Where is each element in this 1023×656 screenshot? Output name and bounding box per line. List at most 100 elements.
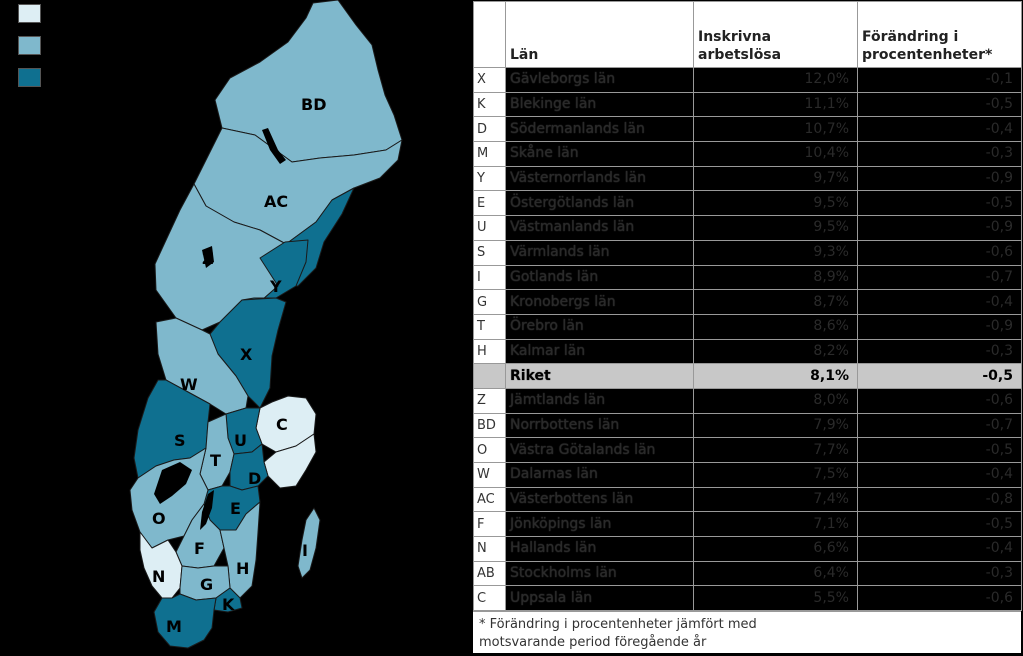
- label-y: Y: [269, 277, 282, 296]
- cell-code: BD: [473, 412, 506, 439]
- cell-name: Kronobergs län: [505, 289, 694, 315]
- label-w: W: [180, 375, 198, 394]
- cell-code: T: [473, 313, 506, 340]
- cell-change: -0,5: [857, 91, 1022, 118]
- cell-name: Dalarnas län: [505, 462, 694, 488]
- table-row: O Västra Götalands län 7,7% -0,5: [473, 437, 1022, 463]
- cell-code: X: [473, 67, 506, 93]
- table-row: I Gotlands län 8,9% -0,7: [473, 264, 1022, 291]
- cell-name: Västra Götalands län: [505, 437, 694, 463]
- cell-value: 8,7%: [693, 289, 858, 315]
- cell-code: H: [473, 338, 506, 365]
- table-row: E Östergötlands län 9,5% -0,5: [473, 190, 1022, 217]
- region-m: [153, 593, 217, 649]
- cell-value: 8,2%: [693, 338, 858, 365]
- cell-code: AB: [473, 560, 506, 587]
- table-row: Z Jämtlands län 8,0% -0,6: [473, 387, 1022, 414]
- cell-name: Jönköpings län: [505, 511, 694, 538]
- cell-value: 7,4%: [693, 486, 858, 513]
- cell-name: Riket: [505, 363, 694, 389]
- table-row: H Kalmar län 8,2% -0,3: [473, 338, 1022, 365]
- cell-change: -0,6: [857, 239, 1022, 266]
- cell-name: Södermanlands län: [505, 116, 694, 143]
- legend-swatch-mid: [18, 36, 41, 55]
- table-row: F Jönköpings län 7,1% -0,5: [473, 511, 1022, 538]
- region-h: [219, 501, 261, 599]
- label-d: D: [248, 469, 261, 488]
- cell-code: G: [473, 289, 506, 315]
- cell-code: S: [473, 239, 506, 266]
- label-t: T: [210, 451, 221, 470]
- cell-change: -0,5: [857, 190, 1022, 217]
- header-inskrivna: Inskrivna arbetslösa: [693, 1, 858, 68]
- legend-swatch-light: [18, 4, 41, 23]
- label-s: S: [174, 431, 186, 450]
- sweden-county-map: BD AC Z Y X W C S U T D O E F I N G H K …: [110, 0, 470, 655]
- cell-change: -0,1: [857, 67, 1022, 93]
- cell-value: 9,3%: [693, 239, 858, 266]
- cell-change: -0,9: [857, 215, 1022, 241]
- cell-change: -0,5: [857, 511, 1022, 538]
- legend-swatch-dark: [18, 68, 41, 87]
- table-row: G Kronobergs län 8,7% -0,4: [473, 289, 1022, 315]
- label-k: K: [222, 595, 235, 614]
- cell-value: 9,7%: [693, 165, 858, 192]
- cell-value: 7,9%: [693, 412, 858, 439]
- cell-change: -0,9: [857, 165, 1022, 192]
- table-row: C Uppsala län 5,5% -0,6: [473, 585, 1022, 612]
- cell-change: -0,4: [857, 116, 1022, 143]
- cell-code: U: [473, 215, 506, 241]
- table-row: AB Stockholms län 6,4% -0,3: [473, 560, 1022, 587]
- cell-name: Uppsala län: [505, 585, 694, 612]
- cell-name: Östergötlands län: [505, 190, 694, 217]
- cell-change: -0,8: [857, 486, 1022, 513]
- table-row: N Hallands län 6,6% -0,4: [473, 536, 1022, 562]
- cell-code: AC: [473, 486, 506, 513]
- table-row: T Örebro län 8,6% -0,9: [473, 313, 1022, 340]
- label-x: X: [240, 345, 253, 364]
- label-c: C: [276, 415, 288, 434]
- table-row: Y Västernorrlands län 9,7% -0,9: [473, 165, 1022, 192]
- label-ac: AC: [264, 192, 288, 211]
- cell-change: -0,6: [857, 387, 1022, 414]
- header-code: [473, 1, 506, 68]
- table-row: W Dalarnas län 7,5% -0,4: [473, 462, 1022, 488]
- cell-change: -0,3: [857, 141, 1022, 167]
- cell-value: 8,6%: [693, 313, 858, 340]
- cell-name: Västernorrlands län: [505, 165, 694, 192]
- label-i: I: [302, 541, 308, 560]
- cell-code: Z: [473, 387, 506, 414]
- cell-change: -0,4: [857, 289, 1022, 315]
- cell-change: -0,4: [857, 536, 1022, 562]
- cell-code: Y: [473, 165, 506, 192]
- label-u: U: [234, 431, 247, 450]
- cell-code: F: [473, 511, 506, 538]
- cell-code: W: [473, 462, 506, 488]
- label-m: M: [166, 617, 182, 636]
- lake-north: [262, 128, 286, 164]
- cell-value: 11,1%: [693, 91, 858, 118]
- table-row: K Blekinge län 11,1% -0,5: [473, 91, 1022, 118]
- table-header-row: Län Inskrivna arbetslösa Förändring i proc…: [473, 1, 1022, 68]
- cell-name: Stockholms län: [505, 560, 694, 587]
- cell-value: 8,9%: [693, 264, 858, 291]
- cell-change: -0,5: [857, 437, 1022, 463]
- cell-value: 6,4%: [693, 560, 858, 587]
- table-row: AC Västerbottens län 7,4% -0,8: [473, 486, 1022, 513]
- cell-value: 7,1%: [693, 511, 858, 538]
- cell-name: Gotlands län: [505, 264, 694, 291]
- cell-value: 9,5%: [693, 215, 858, 241]
- cell-value: 7,5%: [693, 462, 858, 488]
- table-footnote: * Förändring i procentenheter jämfört me…: [473, 611, 1021, 656]
- cell-value: 6,6%: [693, 536, 858, 562]
- cell-code: I: [473, 264, 506, 291]
- cell-code: D: [473, 116, 506, 143]
- map-legend: [18, 4, 41, 100]
- cell-value: 12,0%: [693, 67, 858, 93]
- cell-name: Västerbottens län: [505, 486, 694, 513]
- label-bd: BD: [301, 95, 326, 114]
- lake-vattern: [200, 490, 214, 530]
- region-n: [139, 531, 183, 599]
- header-lan: Län: [505, 1, 694, 68]
- cell-change: -0,7: [857, 412, 1022, 439]
